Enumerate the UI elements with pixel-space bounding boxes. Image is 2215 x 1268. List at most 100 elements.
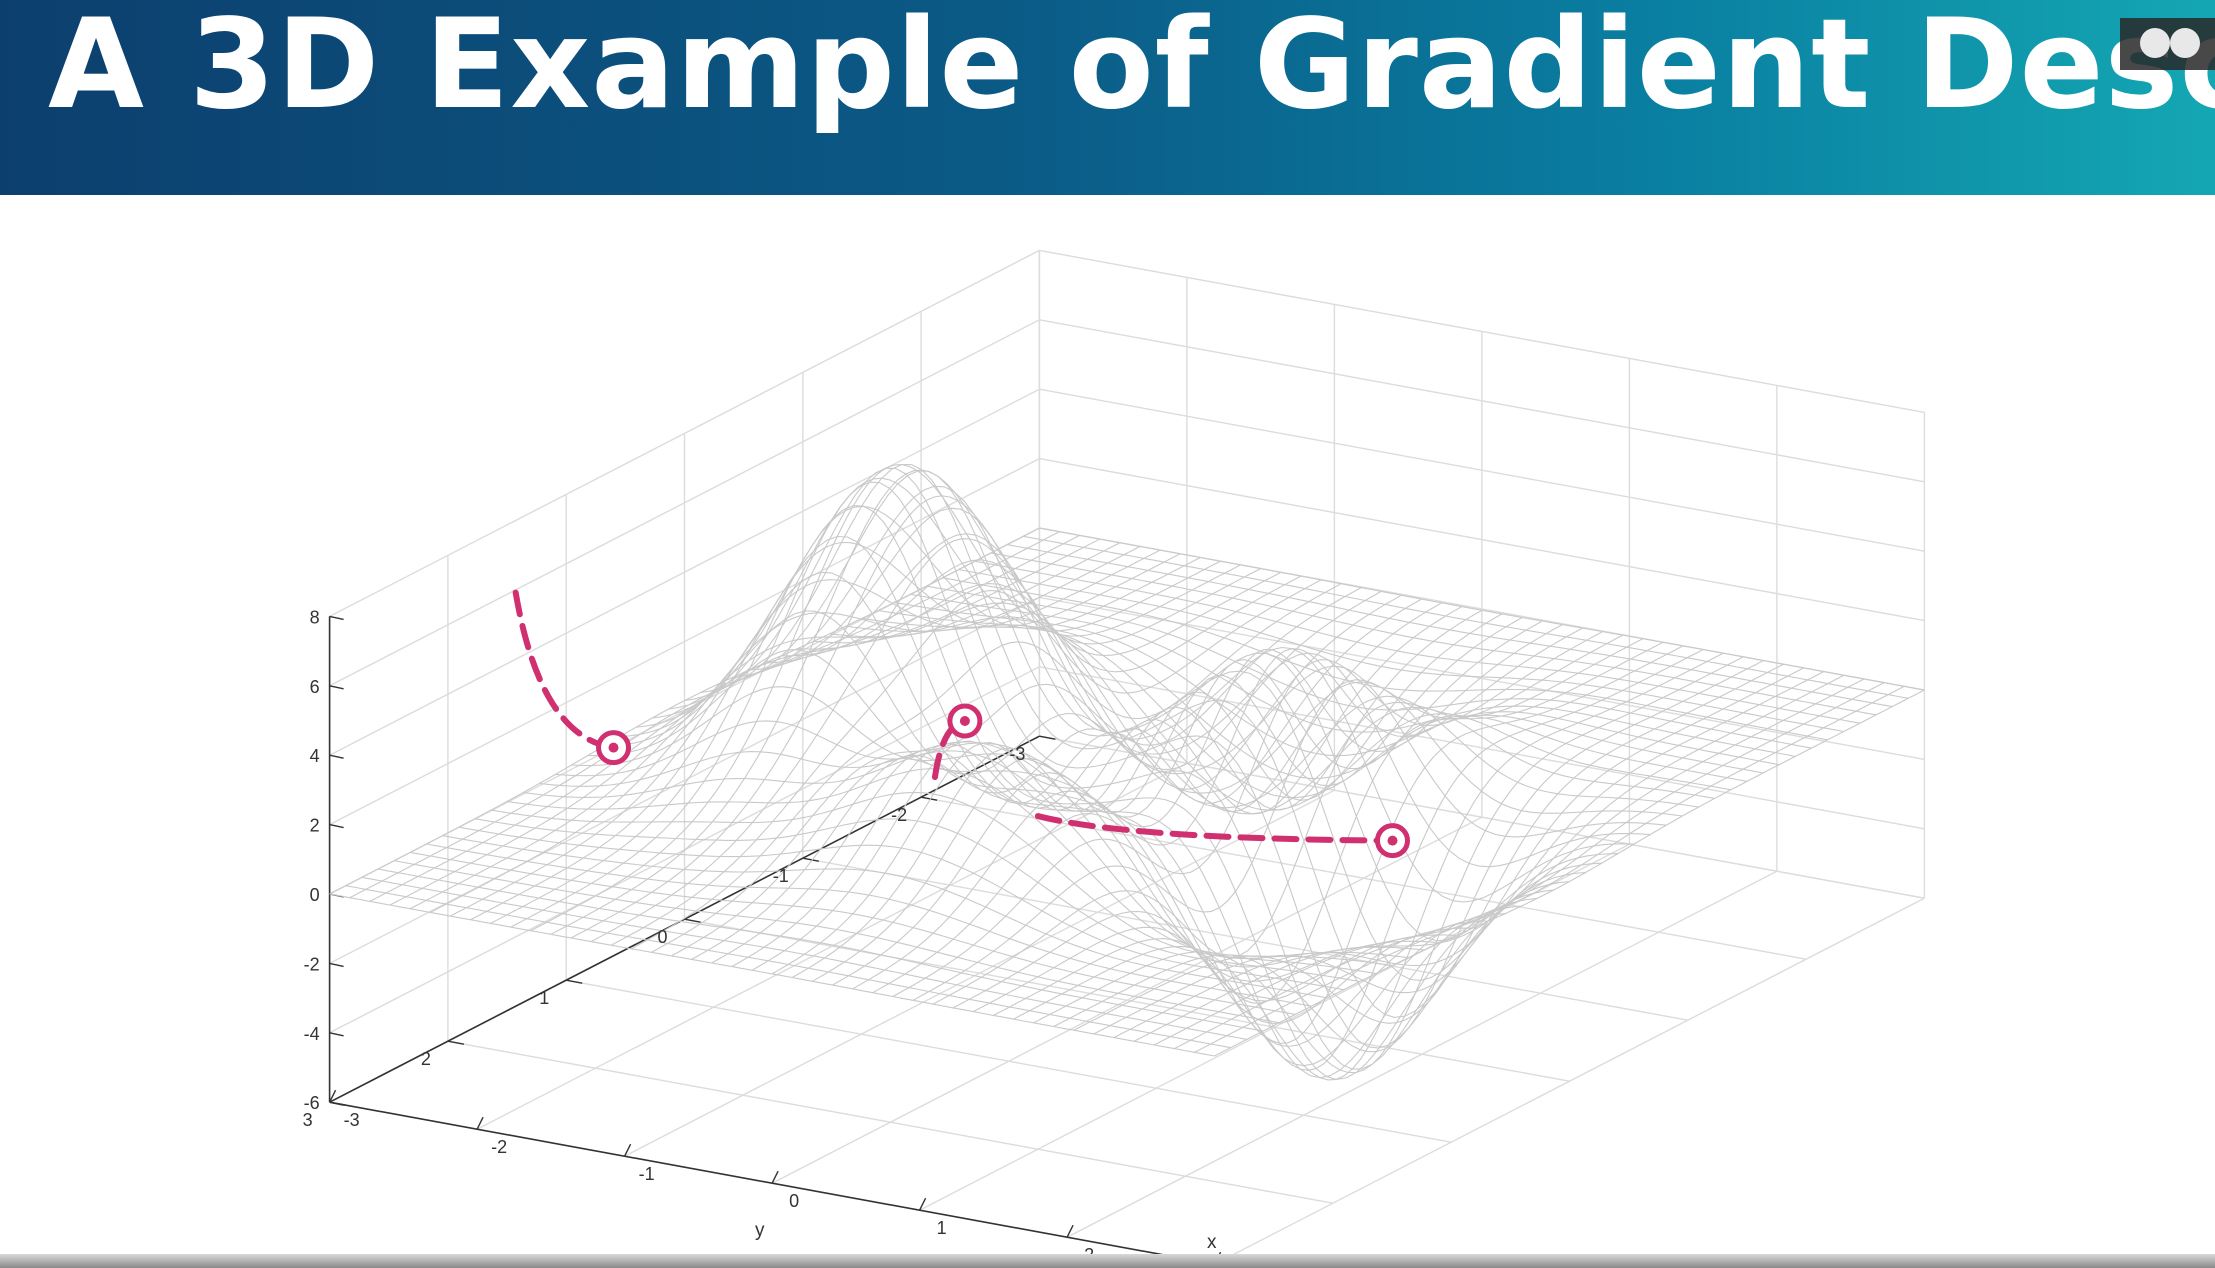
mesh-line-y (910, 593, 1796, 757)
mesh-line-y (684, 467, 1570, 1049)
y-tick-mark (684, 918, 701, 923)
wall-grid-line (329, 319, 1040, 687)
mesh-line-y (361, 876, 1248, 1040)
y-tick-mark (802, 857, 819, 862)
viewer-avatar-icon (2140, 28, 2170, 58)
z-tick-mark (329, 1032, 344, 1037)
z-tick-label: 4 (310, 746, 320, 766)
x-tick-label: -3 (344, 1110, 360, 1130)
wall-grid-line (329, 249, 1040, 618)
wall-grid-line (1039, 457, 1925, 622)
wall-grid-line (1039, 319, 1925, 483)
y-tick-mark (447, 1040, 465, 1045)
floor-grid-line (802, 857, 1688, 1021)
mesh-line-x (1154, 678, 1865, 1046)
x-tick-mark (328, 1089, 337, 1103)
mesh-line-x (450, 549, 1161, 917)
mesh-line-y (410, 851, 1296, 1015)
mesh-line-x (993, 649, 1704, 1071)
slide-title: A 3D Example of Gradient Descent (48, 0, 2215, 137)
mesh-line-y (490, 791, 1376, 975)
z-tick-label: -2 (304, 954, 320, 974)
x-tick-mark (623, 1143, 632, 1157)
mesh-line-x (1133, 674, 1845, 1042)
mesh-line-x (530, 463, 1241, 932)
descent-path (512, 589, 617, 751)
wall-grid-line (329, 457, 1040, 826)
descent-endpoint-dot (608, 742, 619, 753)
video-progress-bar[interactable] (0, 1254, 2215, 1268)
x-tick-mark (1066, 1224, 1074, 1238)
floor-grid-line (447, 1040, 1334, 1204)
y-tick-label: 3 (303, 1110, 313, 1130)
mesh-line-y (636, 535, 1522, 1079)
mesh-line-y (523, 750, 1409, 959)
x-tick-mark (476, 1116, 484, 1130)
x-tick-mark (771, 1170, 779, 1184)
mesh-line-y (926, 585, 1812, 749)
mesh-line-y (781, 559, 1667, 838)
mesh-line-y (619, 571, 1506, 1067)
video-overlay-controls[interactable] (2120, 18, 2215, 70)
mesh-line-y (1039, 527, 1925, 691)
mesh-line-y (813, 602, 1699, 809)
z-tick-label: -6 (304, 1093, 320, 1113)
mesh-line-x (1073, 663, 1784, 1031)
z-tick-mark (329, 962, 344, 968)
mesh-line-y (474, 818, 1360, 983)
mesh-line-y (942, 577, 1828, 741)
wall-grid-line (1039, 596, 1925, 761)
mesh-line-y (345, 885, 1231, 1049)
wall-grid-line (1039, 388, 1925, 552)
mesh-line-y (668, 481, 1554, 1070)
descent-path (1034, 813, 1396, 844)
mesh-line-y (603, 610, 1489, 1048)
mesh-line-x (1174, 682, 1885, 1050)
mesh-line-y (587, 649, 1473, 1025)
x-tick-label: -2 (491, 1137, 507, 1157)
axes-grid (328, 249, 1926, 1265)
z-tick-label: 6 (310, 677, 320, 697)
z-tick-label: 2 (310, 816, 320, 836)
mesh-line-y (748, 507, 1635, 903)
y-tick-mark (920, 796, 938, 801)
viewer-avatar-icon (2170, 28, 2200, 58)
floor-grid-line (684, 918, 1570, 1082)
z-tick-mark (329, 615, 344, 621)
mesh-line-y (958, 568, 1844, 733)
z-tick-mark (329, 823, 344, 829)
x-tick-label: 0 (789, 1191, 799, 1211)
mesh-line-y (974, 560, 1860, 724)
y-tick-mark (566, 979, 583, 984)
z-tick-mark (329, 685, 344, 690)
mesh-line-x (550, 469, 1261, 935)
x-tick-label: 1 (937, 1218, 947, 1238)
mesh-line-y (539, 741, 1425, 968)
mesh-line-x (389, 538, 1100, 906)
y-tick-label: -1 (773, 866, 789, 886)
mesh-line-y (394, 860, 1280, 1024)
x-axis-label: x (1207, 1232, 1217, 1253)
y-tick-label: 2 (421, 1049, 431, 1069)
x-tick-label: -1 (639, 1164, 655, 1184)
descent-endpoint-dot (1387, 835, 1398, 846)
mesh-line-y (765, 533, 1651, 868)
mesh-line-y (442, 835, 1328, 999)
mesh-line-y (377, 868, 1264, 1032)
descent-endpoint-dot (959, 716, 970, 726)
mesh-line-x (671, 590, 1382, 957)
z-tick-label: 0 (310, 885, 320, 905)
mesh-line-y (716, 470, 1602, 981)
mesh-line-y (507, 768, 1393, 967)
y-tick-label: 1 (539, 988, 549, 1008)
mesh-line-y (861, 617, 1748, 799)
x-axis-line (329, 1101, 1215, 1265)
y-tick-label: -2 (891, 805, 907, 825)
floor-grid-line (566, 979, 1452, 1143)
z-tick-label: 8 (310, 607, 320, 627)
descent-paths (512, 589, 1410, 859)
mesh-line-y (845, 624, 1731, 811)
